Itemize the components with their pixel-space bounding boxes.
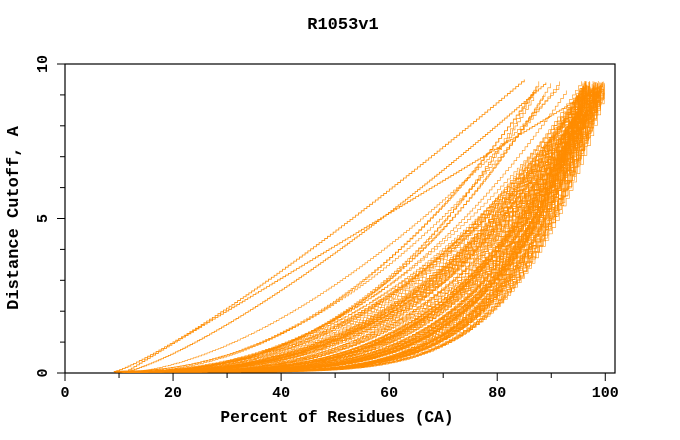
svg-text:0: 0: [35, 368, 52, 377]
svg-text:0: 0: [60, 385, 69, 402]
svg-text:80: 80: [488, 385, 506, 402]
svg-text:Percent of Residues (CA): Percent of Residues (CA): [220, 409, 453, 427]
svg-text:5: 5: [35, 214, 52, 223]
svg-text:Distance Cutoff, A: Distance Cutoff, A: [5, 125, 24, 309]
svg-text:10: 10: [35, 55, 52, 73]
svg-text:100: 100: [592, 385, 619, 402]
svg-text:20: 20: [164, 385, 182, 402]
svg-text:40: 40: [272, 385, 290, 402]
svg-text:60: 60: [380, 385, 398, 402]
svg-text:R1053v1: R1053v1: [307, 16, 378, 35]
